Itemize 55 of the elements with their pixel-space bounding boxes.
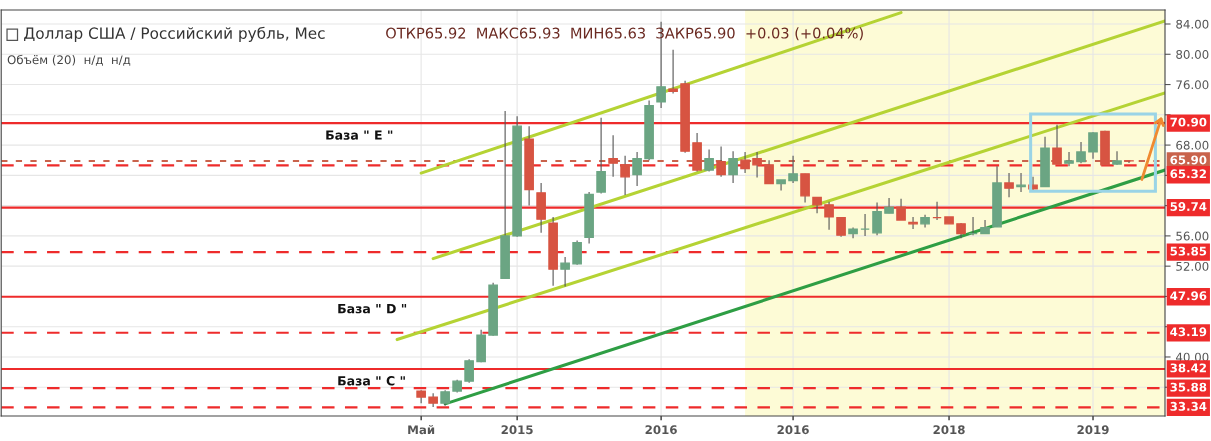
candlestick: [776, 179, 786, 192]
y-tick-label: 80.00: [1176, 49, 1209, 59]
y-tick-label: 84.00: [1176, 19, 1209, 29]
x-tick-label: 2016: [645, 425, 677, 435]
y-tick-label: 68.00: [1176, 140, 1209, 150]
candlestick: [896, 198, 906, 221]
x-tick-label: 2019: [1077, 425, 1109, 435]
candlestick: [716, 146, 726, 178]
annotation: База " E ": [326, 130, 393, 140]
candlestick: [764, 159, 774, 185]
candlestick: [464, 358, 474, 384]
candlestick: [884, 197, 894, 214]
candlestick: [620, 155, 630, 196]
candlestick: [980, 219, 990, 235]
annotation: База " C ": [338, 376, 405, 386]
y-tick-label: 56.00: [1176, 231, 1209, 241]
ref-line-label: 65.32: [1170, 169, 1206, 179]
x-tick-label: 2015: [501, 425, 533, 435]
candlestick: [1004, 172, 1014, 198]
ref-line-label: 38.42: [1170, 363, 1206, 373]
candlestick: [1052, 124, 1062, 165]
candlestick: [1076, 141, 1086, 164]
ref-line-label: 59.74: [1170, 202, 1207, 212]
candlestick: [1064, 151, 1074, 167]
candlestick: [1112, 150, 1122, 166]
text: Доллар США / Российский рубль, Мес: [24, 26, 325, 42]
ref-line-label: 47.96: [1170, 291, 1207, 301]
ref-line-label: 35.88: [1170, 382, 1207, 392]
ref-line-label: 43.19: [1170, 327, 1207, 337]
candlestick: [824, 201, 834, 231]
candlestick: [704, 149, 714, 173]
annotation: Объём (20) н/д н/д: [7, 54, 131, 66]
candlestick: [788, 155, 798, 184]
x-tick-label: 2016: [777, 425, 809, 435]
y-tick-label: 52.00: [1176, 261, 1209, 271]
candlestick: [632, 151, 642, 187]
candlestick: [668, 49, 678, 95]
y-tick-label: 76.00: [1176, 80, 1209, 90]
annotation: База " D ": [338, 304, 407, 314]
x-tick-label: 2018: [933, 425, 965, 435]
candlestick: [608, 134, 618, 178]
ref-line-label: 53.85: [1170, 246, 1207, 256]
candlestick: [1088, 131, 1098, 160]
candlestick: [800, 173, 810, 204]
x-tick-label: Май: [408, 424, 435, 435]
candlestick: [872, 202, 882, 236]
candlestick: [560, 256, 570, 288]
ref-line-label: 33.34: [1170, 401, 1207, 411]
candlestick: [752, 151, 762, 179]
ref-line-label: 70.90: [1170, 117, 1207, 127]
candlestick: [740, 151, 750, 174]
candlestick: [596, 117, 606, 195]
ref-line-label: 65.90: [1170, 155, 1207, 165]
candlestick: [728, 150, 738, 184]
candlestick: [572, 239, 582, 266]
